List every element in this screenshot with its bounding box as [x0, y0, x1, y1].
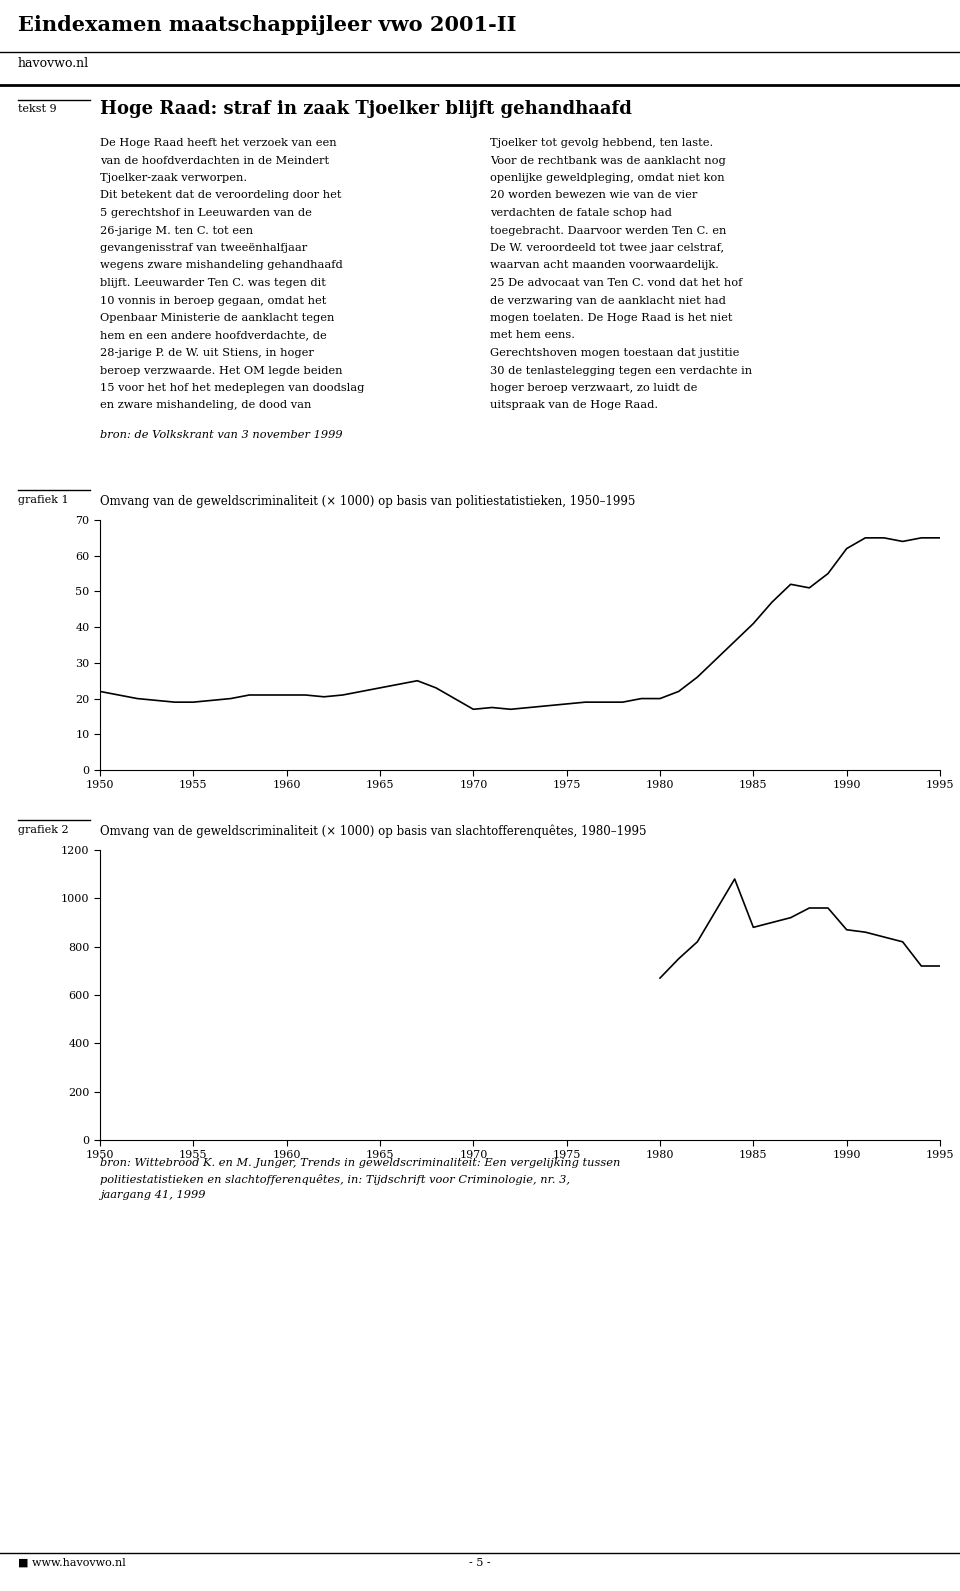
Text: uitspraak van de Hoge Raad.: uitspraak van de Hoge Raad. — [490, 401, 659, 410]
Text: Gerechtshoven mogen toestaan dat justitie: Gerechtshoven mogen toestaan dat justiti… — [490, 348, 739, 358]
Text: en zware mishandeling, de dood van: en zware mishandeling, de dood van — [100, 401, 311, 410]
Text: toegebracht. Daarvoor werden Ten C. en: toegebracht. Daarvoor werden Ten C. en — [490, 226, 727, 235]
Text: hem en een andere hoofdverdachte, de: hem en een andere hoofdverdachte, de — [100, 331, 326, 340]
Text: hoger beroep verzwaart, zo luidt de: hoger beroep verzwaart, zo luidt de — [490, 383, 697, 393]
Text: wegens zware mishandeling gehandhaafd: wegens zware mishandeling gehandhaafd — [100, 261, 343, 270]
Text: 5 gerechtshof in Leeuwarden van de: 5 gerechtshof in Leeuwarden van de — [100, 208, 312, 218]
Text: 30 de tenlastelegging tegen een verdachte in: 30 de tenlastelegging tegen een verdacht… — [490, 366, 752, 375]
Text: verdachten de fatale schop had: verdachten de fatale schop had — [490, 208, 672, 218]
Text: gevangenisstraf van tweeënhalfjaar: gevangenisstraf van tweeënhalfjaar — [100, 243, 307, 253]
Text: 26-jarige M. ten C. tot een: 26-jarige M. ten C. tot een — [100, 226, 253, 235]
Text: Eindexamen maatschappijleer vwo 2001-II: Eindexamen maatschappijleer vwo 2001-II — [18, 14, 516, 35]
Text: beroep verzwaarde. Het OM legde beiden: beroep verzwaarde. Het OM legde beiden — [100, 366, 343, 375]
Text: bron: de Volkskrant van 3 november 1999: bron: de Volkskrant van 3 november 1999 — [100, 430, 343, 441]
Text: havovwo.nl: havovwo.nl — [18, 57, 89, 70]
Text: Omvang van de geweldscriminaliteit (× 1000) op basis van politiestatistieken, 19: Omvang van de geweldscriminaliteit (× 10… — [100, 495, 636, 508]
Text: van de hoofdverdachten in de Meindert: van de hoofdverdachten in de Meindert — [100, 156, 329, 165]
Text: 10 vonnis in beroep gegaan, omdat het: 10 vonnis in beroep gegaan, omdat het — [100, 296, 326, 305]
Text: Voor de rechtbank was de aanklacht nog: Voor de rechtbank was de aanklacht nog — [490, 156, 726, 165]
Text: blijft. Leeuwarder Ten C. was tegen dit: blijft. Leeuwarder Ten C. was tegen dit — [100, 278, 325, 288]
Text: Omvang van de geweldscriminaliteit (× 1000) op basis van slachtofferenquêtes, 19: Omvang van de geweldscriminaliteit (× 10… — [100, 826, 646, 838]
Text: grafiek 2: grafiek 2 — [18, 826, 68, 835]
Text: Hoge Raad: straf in zaak Tjoelker blijft gehandhaafd: Hoge Raad: straf in zaak Tjoelker blijft… — [100, 100, 632, 118]
Text: tekst 9: tekst 9 — [18, 103, 57, 115]
Text: De W. veroordeeld tot twee jaar celstraf,: De W. veroordeeld tot twee jaar celstraf… — [490, 243, 724, 253]
Text: Tjoelker-zaak verworpen.: Tjoelker-zaak verworpen. — [100, 173, 247, 183]
Text: Openbaar Ministerie de aanklacht tegen: Openbaar Ministerie de aanklacht tegen — [100, 313, 334, 323]
Text: mogen toelaten. De Hoge Raad is het niet: mogen toelaten. De Hoge Raad is het niet — [490, 313, 732, 323]
Text: openlijke geweldpleging, omdat niet kon: openlijke geweldpleging, omdat niet kon — [490, 173, 725, 183]
Text: met hem eens.: met hem eens. — [490, 331, 575, 340]
Text: waarvan acht maanden voorwaardelijk.: waarvan acht maanden voorwaardelijk. — [490, 261, 719, 270]
Text: jaargang 41, 1999: jaargang 41, 1999 — [100, 1190, 205, 1200]
Text: Tjoelker tot gevolg hebbend, ten laste.: Tjoelker tot gevolg hebbend, ten laste. — [490, 138, 713, 148]
Text: 28-jarige P. de W. uit Stiens, in hoger: 28-jarige P. de W. uit Stiens, in hoger — [100, 348, 314, 358]
Text: 25 De advocaat van Ten C. vond dat het hof: 25 De advocaat van Ten C. vond dat het h… — [490, 278, 742, 288]
Text: 15 voor het hof het medeplegen van doodslag: 15 voor het hof het medeplegen van doods… — [100, 383, 365, 393]
Text: 20 worden bewezen wie van de vier: 20 worden bewezen wie van de vier — [490, 191, 697, 200]
Text: politiestatistieken en slachtofferenquêtes, in: Tijdschrift voor Criminologie, n: politiestatistieken en slachtofferenquêt… — [100, 1174, 570, 1185]
Text: bron: Wittebrood K. en M. Junger, Trends in geweldscriminaliteit: Een vergelijki: bron: Wittebrood K. en M. Junger, Trends… — [100, 1158, 620, 1168]
Text: de verzwaring van de aanklacht niet had: de verzwaring van de aanklacht niet had — [490, 296, 726, 305]
Text: grafiek 1: grafiek 1 — [18, 495, 68, 504]
Text: ■ www.havovwo.nl: ■ www.havovwo.nl — [18, 1558, 126, 1569]
Text: De Hoge Raad heeft het verzoek van een: De Hoge Raad heeft het verzoek van een — [100, 138, 337, 148]
Text: - 5 -: - 5 - — [469, 1558, 491, 1569]
Text: Dit betekent dat de veroordeling door het: Dit betekent dat de veroordeling door he… — [100, 191, 342, 200]
